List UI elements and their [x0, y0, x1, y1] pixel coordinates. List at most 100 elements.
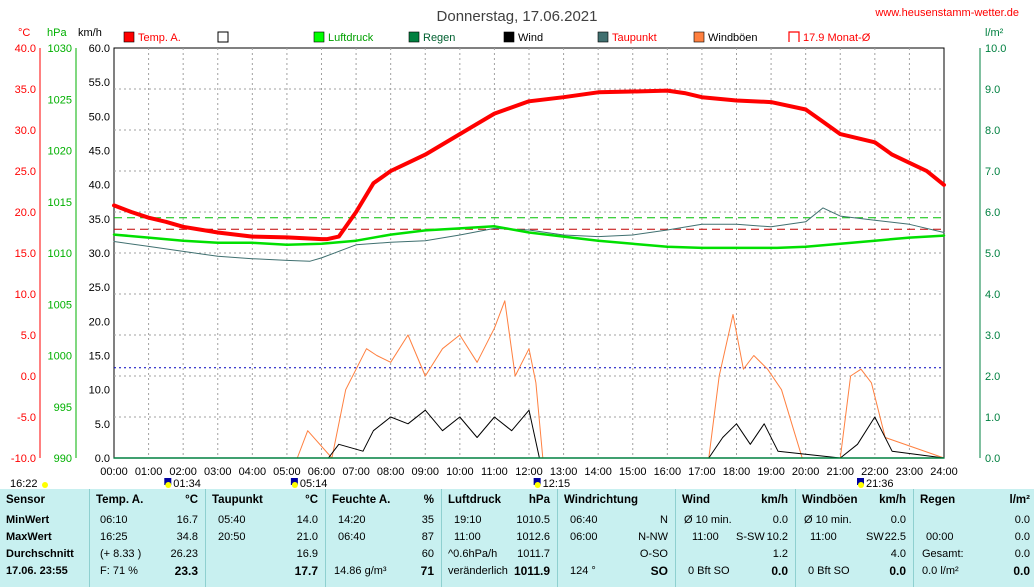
sun-marker-label: 21:36 — [866, 478, 894, 489]
wind-tick-label: 15.0 — [89, 351, 110, 363]
website-link: www.heusenstamm-wetter.de — [874, 7, 1019, 19]
gust-max-time: 11:00 — [810, 531, 837, 543]
dewpoint-header: Taupunkt — [212, 494, 263, 506]
column-divider — [325, 489, 326, 587]
humidity-unit: % — [423, 494, 434, 506]
temp-header: Temp. A. — [96, 494, 144, 506]
temp-humidity-note: F: 71 % — [100, 565, 138, 577]
pressure-tick-label: 1010 — [48, 248, 72, 260]
column-divider — [441, 489, 442, 587]
pressure-tick-label: 1000 — [48, 351, 72, 363]
pressure-avg-value: 1011.7 — [517, 548, 550, 560]
rain-max-value: 0.0 — [1014, 531, 1030, 543]
wind-tick-label: 40.0 — [89, 180, 110, 192]
sun-marker-label: 05:14 — [300, 478, 328, 489]
wind-tick-label: 30.0 — [89, 248, 110, 260]
time-tick-label: 02:00 — [169, 466, 197, 478]
sun-marker-icon — [857, 478, 864, 485]
wind-avg10-label: Ø 10 min. — [684, 514, 732, 526]
temp-tick-label: 25.0 — [15, 166, 36, 178]
wind-tick-label: 60.0 — [89, 43, 110, 55]
rain-tick-label: 4.0 — [985, 289, 1000, 301]
pressure-tick-label: 990 — [54, 453, 72, 465]
pressure-tendency: veränderlich — [448, 565, 508, 577]
dewpoint-min-value: 14.0 — [296, 514, 318, 526]
rain-tick-label: 1.0 — [985, 412, 1000, 424]
temp-unit-label: °C — [18, 27, 30, 39]
time-tick-label: 06:00 — [308, 466, 336, 478]
sensor-column: Sensor MinWert MaxWert Durchschnitt 17.0… — [0, 489, 88, 587]
column-divider — [913, 489, 914, 587]
temp-min-time: 06:10 — [100, 514, 128, 526]
column-divider — [557, 489, 558, 587]
humidity-min-time: 14:20 — [338, 514, 366, 526]
pressure-unit: hPa — [528, 494, 550, 506]
legend-label: Wind — [518, 32, 543, 44]
time-tick-label: 04:00 — [239, 466, 267, 478]
wind-tick-label: 25.0 — [89, 282, 110, 294]
statistics-panel: Sensor MinWert MaxWert Durchschnitt 17.0… — [0, 489, 1034, 587]
pressure-min-value: 1010.5 — [516, 514, 550, 526]
series-line-temp-a- — [112, 88, 946, 242]
legend-swatch — [313, 31, 325, 43]
temp-current-value: 23.3 — [174, 564, 198, 578]
temp-tick-label: 15.0 — [15, 248, 36, 260]
gust-avg-value: 4.0 — [890, 548, 906, 560]
humidity-header: Feuchte A. — [332, 494, 391, 506]
wind-tick-label: 20.0 — [89, 316, 110, 328]
temp-tick-label: 0.0 — [21, 371, 36, 383]
rain-column: Regen l/m² 0.0 00:00 0.0 Gesamt: 0.0 0.0… — [914, 489, 1034, 587]
gust-max-direction: SW — [866, 531, 884, 543]
legend-swatch — [503, 31, 515, 43]
wind-avg-value: 1.2 — [772, 548, 788, 560]
time-tick-label: 01:00 — [135, 466, 163, 478]
time-tick-label: 24:00 — [930, 466, 958, 478]
legend-swatch — [693, 31, 705, 43]
row-label-min: MinWert — [6, 514, 50, 526]
humidity-max-value: 87 — [421, 531, 434, 543]
pressure-min-time: 19:10 — [454, 514, 482, 526]
winddir-avg-value: O-SO — [639, 548, 668, 560]
sun-marker-label: 16:22 — [10, 478, 38, 489]
dewpoint-unit: °C — [305, 494, 318, 506]
time-tick-label: 19:00 — [757, 466, 785, 478]
series-line-luftdruck — [112, 225, 946, 250]
temp-avg-value: 26.23 — [170, 548, 198, 560]
pressure-tick-label: 1015 — [48, 197, 72, 209]
dewpoint-current-value: 17.7 — [294, 564, 318, 578]
pressure-tick-label: 1030 — [48, 43, 72, 55]
sun-marker-icon — [164, 478, 172, 485]
sun-icon — [534, 482, 541, 488]
wind-max-direction: S-SW — [736, 531, 765, 543]
rain-header: Regen — [920, 494, 956, 506]
series-line-wind — [113, 409, 945, 459]
time-tick-label: 16:00 — [654, 466, 682, 478]
dewpoint-max-time: 20:50 — [218, 531, 246, 543]
sun-marker-label: 12:15 — [543, 478, 571, 489]
rain-today-label: 0.0 l/m² — [922, 565, 959, 577]
column-divider — [675, 489, 676, 587]
temp-unit: °C — [185, 494, 198, 506]
temp-column: Temp. A. °C 06:10 16.7 16:25 34.8 (+ 8.3… — [90, 489, 204, 587]
temp-min-value: 16.7 — [176, 514, 198, 526]
time-tick-label: 20:00 — [792, 466, 820, 478]
temp-tick-label: -10.0 — [11, 453, 36, 465]
dewpoint-column: Taupunkt °C 05:40 14.0 20:50 21.0 16.9 1… — [206, 489, 324, 587]
humidity-absolute: 14.86 g/m³ — [334, 565, 387, 577]
sun-marker-label: 01:34 — [173, 478, 201, 489]
humidity-avg-value: 60 — [421, 548, 434, 560]
temp-max-time: 16:25 — [100, 531, 128, 543]
temp-avg-delta: (+ 8.33 ) — [100, 548, 142, 560]
pressure-tick-label: 1020 — [48, 146, 72, 158]
wind-tick-label: 5.0 — [95, 419, 110, 431]
legend-label: Windböen — [708, 32, 758, 44]
time-tick-label: 10:00 — [446, 466, 474, 478]
wind-tick-label: 55.0 — [89, 77, 110, 89]
rain-tick-label: 5.0 — [985, 248, 1000, 260]
gust-column: Windböen km/h Ø 10 min. 0.0 11:00 SW 22.… — [796, 489, 912, 587]
column-divider — [89, 489, 90, 587]
temp-tick-label: 30.0 — [15, 125, 36, 137]
winddir-column: Windrichtung 06:40 N 06:00 N-NW O-SO 124… — [558, 489, 674, 587]
wind-tick-label: 45.0 — [89, 146, 110, 158]
rain-unit: l/m² — [1009, 494, 1030, 506]
